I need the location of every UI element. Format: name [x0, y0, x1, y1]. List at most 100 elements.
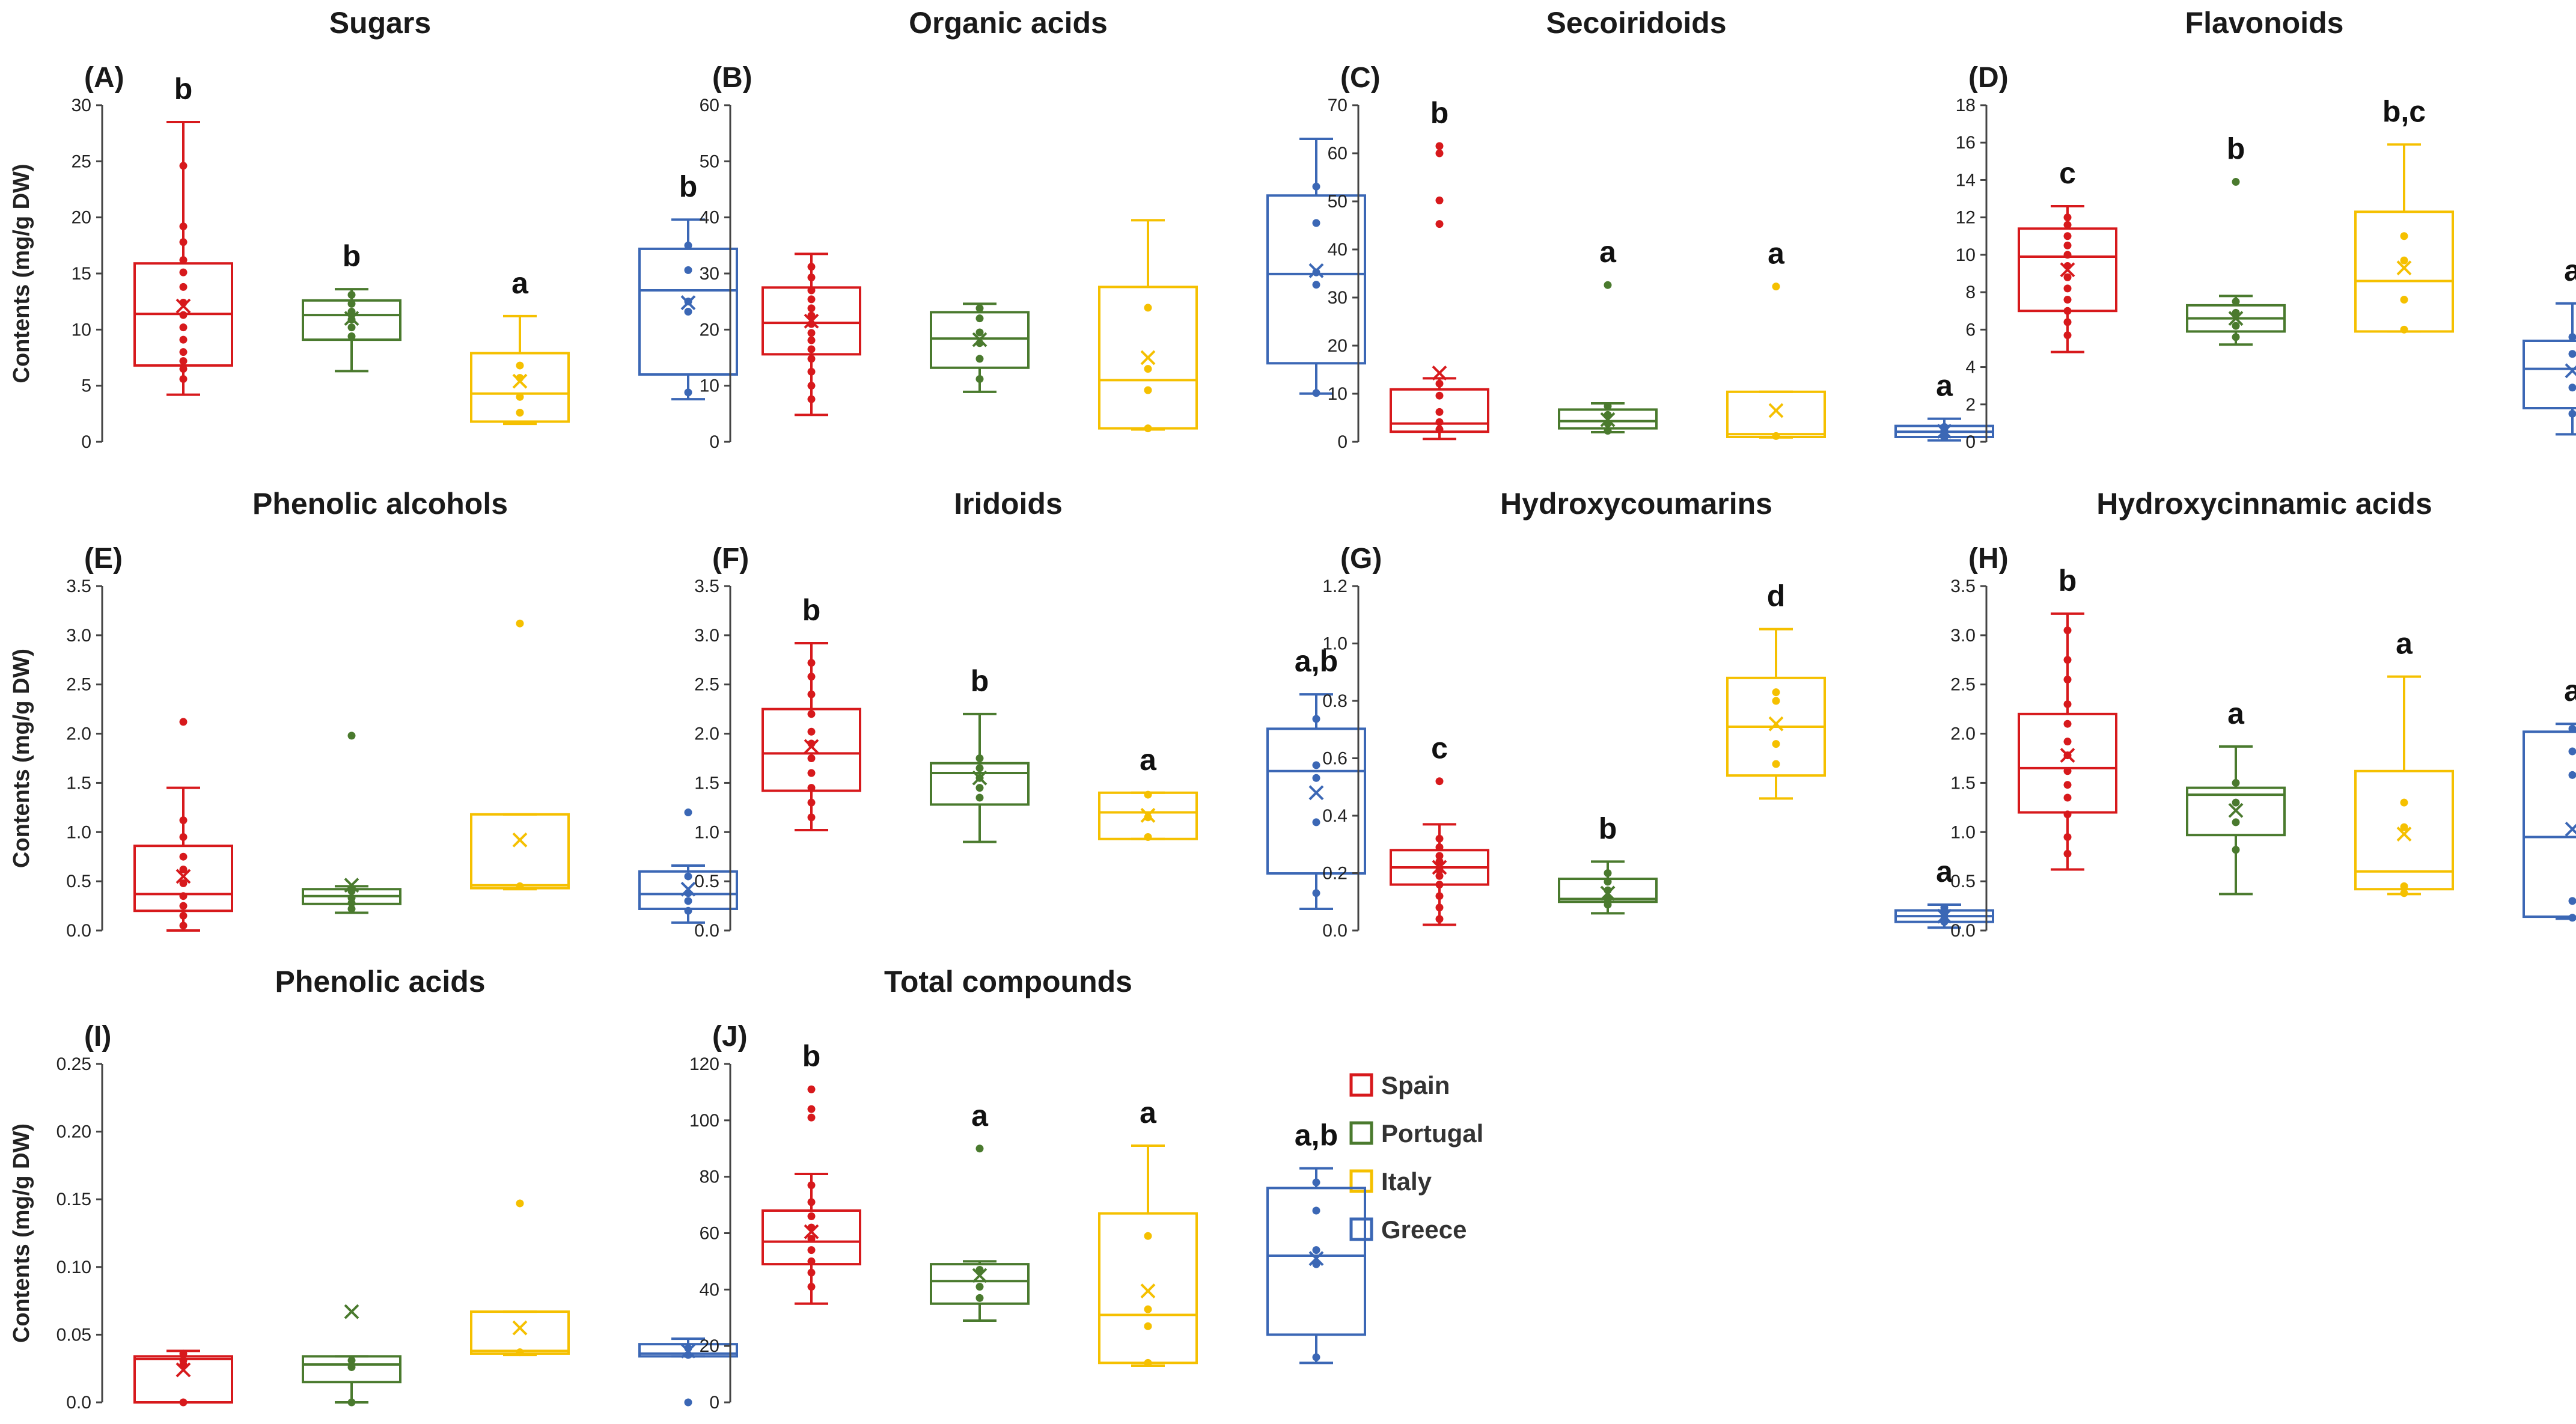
panel-g-hydroxycoumarins-spain-significance: c	[1431, 732, 1448, 765]
panel-i-phenolic-acids-label: (I)	[84, 1021, 111, 1053]
panel-f-iridoids-portugal-significance: b	[971, 664, 989, 698]
panel-f-iridoids: Iridoids (F) 0.0 0.5 1.0 1.5 2.0 2.5 3.0 3.5 b b a a,…	[694, 487, 1366, 941]
panel-f-iridoids-greece-point	[1312, 774, 1320, 782]
panel-h-hydroxycinnamic-acids-greece-point	[2568, 897, 2576, 905]
panel-g-hydroxycoumarins-italy-point	[1772, 740, 1780, 748]
panel-c-secoiridoids-greece-significance: a	[1936, 369, 1953, 403]
panel-c-secoiridoids-portugal-point	[1604, 281, 1612, 289]
panel-b-organic-acids-italy-point	[1144, 365, 1152, 373]
panel-i-phenolic-acids-y-tick-label: 0.0	[66, 1393, 91, 1413]
panel-e-phenolic-alcohols-spain-point	[179, 816, 188, 825]
panel-g-hydroxycoumarins-spain-point	[1435, 834, 1444, 843]
panel-g-hydroxycoumarins-italy-point	[1772, 688, 1780, 697]
panel-f-iridoids-portugal-point	[975, 784, 984, 792]
panel-i-phenolic-acids-italy-point	[516, 1348, 524, 1357]
panel-j-total-compounds: Total compounds (J) 0 20 40 60 80 100 120 b a a a,b	[689, 965, 1366, 1413]
panel-j-total-compounds-spain-mean-stroke-b	[804, 1224, 819, 1239]
panel-j-total-compounds-portugal-significance: a	[971, 1099, 989, 1132]
panel-d-flavonoids-greece-point	[2568, 333, 2576, 341]
panel-h-hydroxycinnamic-acids-italy-point	[2400, 798, 2408, 807]
panel-a-sugars-spain-point	[179, 311, 188, 319]
panel-d-flavonoids: Flavonoids (D) 0 2 4 6 8 10 12 14 16 18 c b b,c a	[1956, 6, 2576, 452]
panel-f-iridoids-greece-box	[1266, 693, 1366, 910]
panel-f-iridoids-spain-point	[807, 690, 816, 698]
panel-e-phenolic-alcohols-greece-point	[684, 808, 692, 817]
panel-e-phenolic-alcohols-portugal-mean	[344, 878, 359, 893]
panel-j-total-compounds-y-tick-label: 100	[689, 1111, 719, 1131]
panel-a-sugars-spain-significance: b	[174, 72, 193, 106]
panel-e-phenolic-alcohols-portugal-point	[347, 732, 356, 740]
panel-c-secoiridoids-spain-significance: b	[1430, 96, 1449, 130]
panel-a-sugars-y-tick-label: 30	[72, 96, 91, 115]
panel-j-total-compounds-y-tick-label: 120	[689, 1054, 719, 1074]
panel-j-total-compounds-y-tick-label: 20	[700, 1336, 719, 1356]
panel-d-flavonoids-y-tick-label: 12	[1956, 208, 1976, 228]
panel-e-phenolic-alcohols-y-tick-label: 2.5	[66, 675, 91, 695]
panel-b-organic-acids-portugal-iqr	[930, 311, 1030, 369]
panel-j-total-compounds-greece-point	[1312, 1353, 1320, 1361]
panel-c-secoiridoids-italy-mean-stroke-b	[1768, 403, 1784, 418]
panel-j-total-compounds-greece-iqr	[1266, 1187, 1366, 1336]
panel-e-phenolic-alcohols-greece-point	[684, 897, 692, 905]
panel-i-phenolic-acids-spain-point	[179, 1349, 188, 1358]
panel-h-hydroxycinnamic-acids-greece-significance: a	[2564, 674, 2576, 707]
panel-b-organic-acids-greece-mean-stroke-b	[1308, 263, 1324, 278]
panel-b-organic-acids-spain-mean	[804, 313, 819, 329]
panel-h-hydroxycinnamic-acids-spain-point	[2063, 793, 2072, 802]
panel-c-secoiridoids-y-tick-label: 40	[1328, 240, 1348, 260]
panel-b-organic-acids-spain-point	[807, 382, 816, 390]
panel-j-total-compounds-greece-point	[1312, 1178, 1320, 1187]
panel-b-organic-acids-portugal-point	[975, 314, 984, 323]
panel-c-secoiridoids-spain-point	[1435, 391, 1444, 400]
panel-g-hydroxycoumarins-title: Hydroxycoumarins	[1500, 487, 1772, 521]
panel-b-organic-acids-spain-point	[807, 395, 816, 403]
panel-e-phenolic-alcohols-portugal-box	[302, 732, 401, 914]
panel-e-phenolic-alcohols-portugal-mean-stroke-b	[344, 878, 359, 893]
panel-g-hydroxycoumarins-greece-box	[1894, 903, 1994, 929]
panel-d-flavonoids-y-tick-label: 14	[1956, 170, 1976, 190]
panel-j-total-compounds-portugal-iqr	[930, 1263, 1030, 1305]
panel-h-hydroxycinnamic-acids-greece-point	[2568, 724, 2576, 733]
panel-c-secoiridoids-spain-mean-stroke-b	[1432, 365, 1447, 381]
legend-label-greece: Greece	[1381, 1215, 1467, 1244]
panel-j-total-compounds-spain-point	[807, 1113, 816, 1122]
legend-item-spain: Spain	[1349, 1071, 1450, 1099]
panel-a-sugars-spain-point	[179, 268, 188, 277]
panel-f-iridoids-spain-point	[807, 673, 816, 681]
panel-f-iridoids-title: Iridoids	[954, 487, 1063, 521]
panel-h-hydroxycinnamic-acids-italy-point	[2400, 823, 2408, 831]
panel-a-sugars-spain-mean	[175, 298, 191, 314]
panel-a-sugars-italy-mean	[512, 373, 528, 389]
panel-d-flavonoids-portugal-point	[2232, 298, 2240, 306]
panel-e-phenolic-alcohols-spain-point	[179, 921, 188, 930]
panel-h-hydroxycinnamic-acids-spain-point	[2063, 720, 2072, 728]
panel-d-flavonoids-spain-point	[2063, 221, 2072, 229]
panel-d-flavonoids-spain-mean-stroke-b	[2060, 262, 2075, 278]
panel-f-iridoids-greece-significance: a,b	[1295, 644, 1338, 678]
panel-f-iridoids-spain-point	[807, 784, 816, 792]
panel-c-secoiridoids-spain-box	[1390, 142, 1489, 441]
panel-b-organic-acids-label: (B)	[712, 62, 752, 94]
panel-f-iridoids-y-tick-label: 2.5	[694, 675, 719, 695]
panel-f-iridoids-spain-iqr	[762, 707, 861, 792]
panel-i-phenolic-acids-italy-iqr	[470, 1310, 570, 1355]
panel-g-hydroxycoumarins-italy-mean	[1768, 716, 1784, 732]
panel-f-iridoids-y-tick-label: 0.0	[694, 921, 719, 941]
panel-e-phenolic-alcohols: Phenolic alcohols (E) 0.0 0.5 1.0 1.5 2.0 2.5 3.…	[9, 487, 738, 941]
panel-i-phenolic-acids-y-tick-label: 0.10	[56, 1257, 91, 1277]
panel-d-flavonoids-spain-point	[2063, 318, 2072, 326]
panel-g-hydroxycoumarins-portugal-box	[1558, 860, 1658, 915]
panel-a-sugars: Sugars (A) 0 5 10 15 20 25 30 Contents (mg/g DW) b…	[9, 6, 738, 452]
panel-a-sugars-spain-point	[179, 256, 188, 264]
panel-j-total-compounds-label: (J)	[712, 1021, 748, 1053]
panel-j-total-compounds-portugal-point	[975, 1283, 984, 1291]
panel-j-total-compounds-y-tick-label: 40	[700, 1280, 719, 1300]
panel-d-flavonoids-spain-point	[2063, 273, 2072, 281]
panel-c-secoiridoids-title: Secoiridoids	[1546, 6, 1726, 40]
panel-h-hydroxycinnamic-acids-spain-point	[2063, 738, 2072, 746]
panel-j-total-compounds-portugal-point	[975, 1144, 984, 1153]
panel-b-organic-acids-portugal-mean-stroke-b	[972, 332, 987, 347]
panel-j-total-compounds-italy-mean	[1140, 1283, 1156, 1299]
panel-f-iridoids-greece-point	[1312, 761, 1320, 769]
